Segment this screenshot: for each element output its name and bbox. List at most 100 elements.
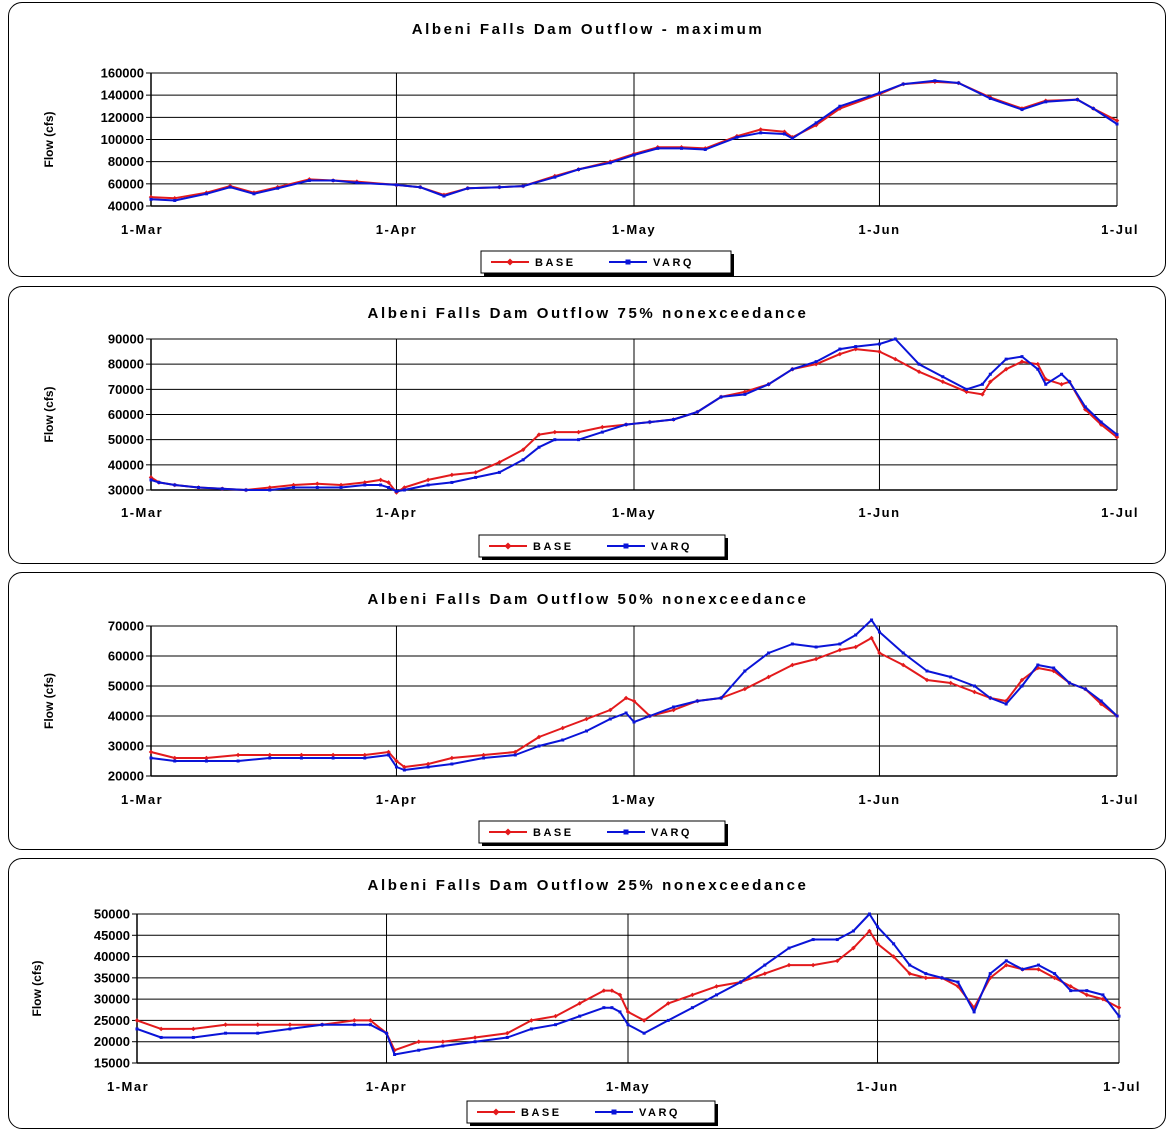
legend-label-varq: VARQ bbox=[639, 1107, 680, 1119]
data-point-varq bbox=[980, 382, 984, 386]
chart-title: Albeni Falls Dam Outflow 75% nonexceedan… bbox=[368, 305, 809, 322]
data-point-varq bbox=[417, 1048, 421, 1052]
data-point-base bbox=[191, 1026, 196, 1032]
data-point-varq bbox=[901, 82, 905, 86]
data-point-base bbox=[577, 1001, 582, 1006]
data-point-varq bbox=[252, 192, 256, 196]
y-tick-label: 15000 bbox=[94, 1056, 130, 1071]
data-point-varq bbox=[441, 1044, 445, 1048]
data-point-base bbox=[386, 480, 391, 485]
data-point-varq bbox=[450, 762, 454, 766]
y-tick-label: 60000 bbox=[108, 407, 144, 422]
data-point-varq bbox=[624, 423, 628, 427]
data-point-varq bbox=[876, 925, 880, 929]
x-tick-label: 1-Apr bbox=[366, 1079, 407, 1094]
chart-panel-maximum: Albeni Falls Dam Outflow - maximum 160000… bbox=[8, 2, 1166, 277]
data-point-varq bbox=[1044, 382, 1048, 386]
data-point-varq bbox=[917, 362, 921, 366]
data-point-varq bbox=[173, 483, 177, 487]
data-point-varq bbox=[363, 756, 367, 760]
data-point-varq bbox=[877, 342, 881, 346]
data-point-varq bbox=[204, 192, 208, 196]
data-point-varq bbox=[925, 669, 929, 673]
y-tick-label: 90000 bbox=[108, 332, 144, 347]
data-point-varq bbox=[656, 146, 660, 150]
data-point-varq bbox=[602, 1006, 606, 1010]
legend-marker-varq bbox=[623, 543, 629, 549]
data-point-varq bbox=[204, 759, 208, 763]
legend-label-base: BASE bbox=[535, 257, 576, 269]
data-point-base bbox=[440, 1039, 446, 1044]
data-point-varq bbox=[497, 470, 501, 474]
data-point-varq bbox=[743, 392, 747, 396]
data-point-varq bbox=[426, 483, 430, 487]
data-point-varq bbox=[1099, 699, 1103, 703]
data-point-varq bbox=[1020, 967, 1024, 971]
x-tick-label: 1-Jun bbox=[856, 1079, 898, 1094]
y-axis-label: Flow (cfs) bbox=[42, 111, 56, 167]
data-point-varq bbox=[1075, 98, 1079, 102]
y-axis-label: Flow (cfs) bbox=[42, 386, 56, 442]
data-point-varq bbox=[988, 372, 992, 376]
data-point-varq bbox=[763, 963, 767, 967]
legend-box bbox=[478, 534, 726, 558]
data-point-varq bbox=[767, 651, 771, 655]
data-point-base bbox=[1116, 1005, 1122, 1010]
y-tick-label: 50000 bbox=[94, 907, 130, 922]
data-point-varq bbox=[739, 980, 743, 984]
data-point-varq bbox=[632, 153, 636, 157]
data-point-varq bbox=[474, 475, 478, 479]
x-tick-label: 1-Jun bbox=[858, 222, 900, 237]
y-tick-label: 60000 bbox=[108, 649, 144, 664]
y-tick-label: 140000 bbox=[101, 88, 144, 103]
y-tick-label: 30000 bbox=[108, 739, 144, 754]
data-point-base bbox=[1084, 992, 1090, 998]
data-point-varq bbox=[719, 395, 723, 399]
data-point-varq bbox=[690, 1006, 694, 1010]
data-point-varq bbox=[418, 185, 422, 189]
data-point-varq bbox=[1052, 666, 1056, 670]
chart-title: Albeni Falls Dam Outflow 50% nonexceedan… bbox=[368, 591, 809, 608]
data-point-varq bbox=[299, 756, 303, 760]
data-point-varq bbox=[680, 146, 684, 150]
data-point-varq bbox=[1004, 959, 1008, 963]
legend: BASE VARQ bbox=[466, 1100, 718, 1126]
x-tick-label: 1-May bbox=[606, 1079, 650, 1094]
x-tick-label: 1-Jun bbox=[858, 792, 900, 807]
y-tick-label: 30000 bbox=[108, 483, 144, 498]
y-tick-label: 70000 bbox=[108, 619, 144, 634]
x-tick-label: 1-Mar bbox=[121, 505, 163, 520]
data-point-varq bbox=[838, 347, 842, 351]
data-point-varq bbox=[268, 756, 272, 760]
data-point-varq bbox=[743, 669, 747, 673]
data-point-varq bbox=[331, 179, 335, 183]
data-point-varq bbox=[719, 696, 723, 700]
data-point-varq bbox=[626, 1023, 630, 1027]
data-point-varq bbox=[1067, 681, 1071, 685]
data-point-base bbox=[1036, 967, 1041, 972]
data-point-varq bbox=[632, 720, 636, 724]
data-point-varq bbox=[473, 1040, 477, 1044]
data-point-varq bbox=[608, 717, 612, 721]
data-point-varq bbox=[224, 1031, 228, 1035]
data-point-varq bbox=[972, 684, 976, 688]
data-point-varq bbox=[1115, 122, 1119, 126]
data-point-varq bbox=[949, 675, 953, 679]
data-point-varq bbox=[402, 768, 406, 772]
data-point-base bbox=[1052, 975, 1057, 981]
y-tick-label: 60000 bbox=[108, 176, 144, 191]
data-point-varq bbox=[851, 929, 855, 933]
data-point-varq bbox=[940, 976, 944, 980]
x-tick-label: 1-Jul bbox=[1101, 222, 1139, 237]
data-point-varq bbox=[426, 765, 430, 769]
data-point-base bbox=[552, 429, 558, 435]
data-point-varq bbox=[363, 483, 367, 487]
chart-panel-75-nonexceedance: Albeni Falls Dam Outflow 75% nonexceedan… bbox=[8, 286, 1166, 564]
chart-maximum: Albeni Falls Dam Outflow - maximum 160000… bbox=[42, 21, 1139, 276]
data-point-varq bbox=[529, 1027, 533, 1031]
data-point-base bbox=[148, 749, 154, 755]
x-tick-label: 1-Jul bbox=[1103, 1079, 1141, 1094]
y-tick-label: 30000 bbox=[94, 992, 130, 1007]
data-point-varq bbox=[220, 487, 224, 491]
data-point-varq bbox=[814, 121, 818, 125]
